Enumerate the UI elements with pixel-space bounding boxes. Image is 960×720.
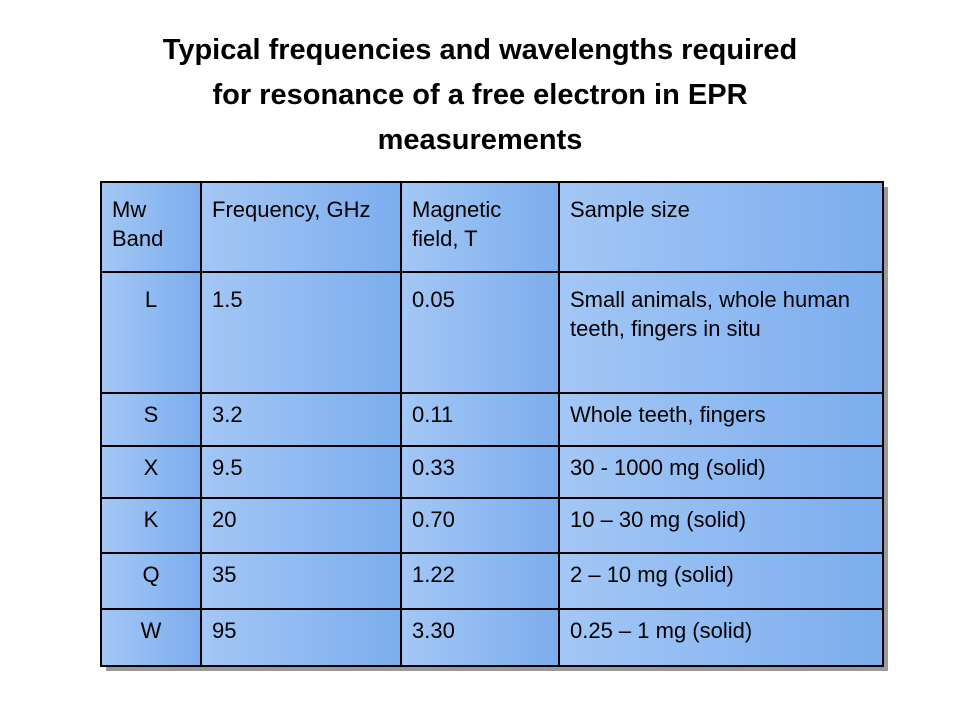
table-header-row: Mw Band Frequency, GHz Magnetic field, T…	[100, 181, 884, 273]
title-line-2: for resonance of a free electron in EPR	[212, 79, 748, 111]
table-row: Q 35 1.22 2 – 10 mg (solid)	[100, 552, 884, 610]
cell-frequency: 9.5	[200, 445, 402, 499]
cell-band: X	[100, 445, 202, 499]
cell-band: Q	[100, 552, 202, 610]
cell-magnetic-field: 0.70	[400, 497, 560, 554]
cell-frequency: 3.2	[200, 392, 402, 447]
header-cell-band: Mw Band	[100, 181, 202, 273]
cell-frequency: 1.5	[200, 271, 402, 394]
cell-magnetic-field: 0.11	[400, 392, 560, 447]
cell-magnetic-field: 3.30	[400, 608, 560, 667]
table-row: L 1.5 0.05 Small animals, whole human te…	[100, 271, 884, 394]
cell-sample-size: 30 - 1000 mg (solid)	[558, 445, 884, 499]
cell-sample-size: Small animals, whole human teeth, finger…	[558, 271, 884, 394]
table-row: X 9.5 0.33 30 - 1000 mg (solid)	[100, 445, 884, 499]
header-cell-sample-size: Sample size	[558, 181, 884, 273]
cell-magnetic-field: 1.22	[400, 552, 560, 610]
table-row: K 20 0.70 10 – 30 mg (solid)	[100, 497, 884, 554]
cell-frequency: 35	[200, 552, 402, 610]
cell-sample-size: 2 – 10 mg (solid)	[558, 552, 884, 610]
cell-magnetic-field: 0.33	[400, 445, 560, 499]
title-line-1: Typical frequencies and wavelengths requ…	[162, 34, 798, 66]
cell-band: L	[100, 271, 202, 394]
cell-band: S	[100, 392, 202, 447]
title-line-3: measurements	[377, 124, 583, 156]
cell-sample-size: Whole teeth, fingers	[558, 392, 884, 447]
epr-band-table: Mw Band Frequency, GHz Magnetic field, T…	[100, 181, 884, 667]
cell-sample-size: 0.25 – 1 mg (solid)	[558, 608, 884, 667]
cell-frequency: 95	[200, 608, 402, 667]
cell-sample-size: 10 – 30 mg (solid)	[558, 497, 884, 554]
cell-band: W	[100, 608, 202, 667]
table-row: S 3.2 0.11 Whole teeth, fingers	[100, 392, 884, 447]
cell-frequency: 20	[200, 497, 402, 554]
page-title: Typical frequencies and wavelengths requ…	[40, 28, 920, 163]
cell-magnetic-field: 0.05	[400, 271, 560, 394]
header-cell-frequency: Frequency, GHz	[200, 181, 402, 273]
table-row: W 95 3.30 0.25 – 1 mg (solid)	[100, 608, 884, 667]
cell-band: K	[100, 497, 202, 554]
header-cell-magnetic-field: Magnetic field, T	[400, 181, 560, 273]
